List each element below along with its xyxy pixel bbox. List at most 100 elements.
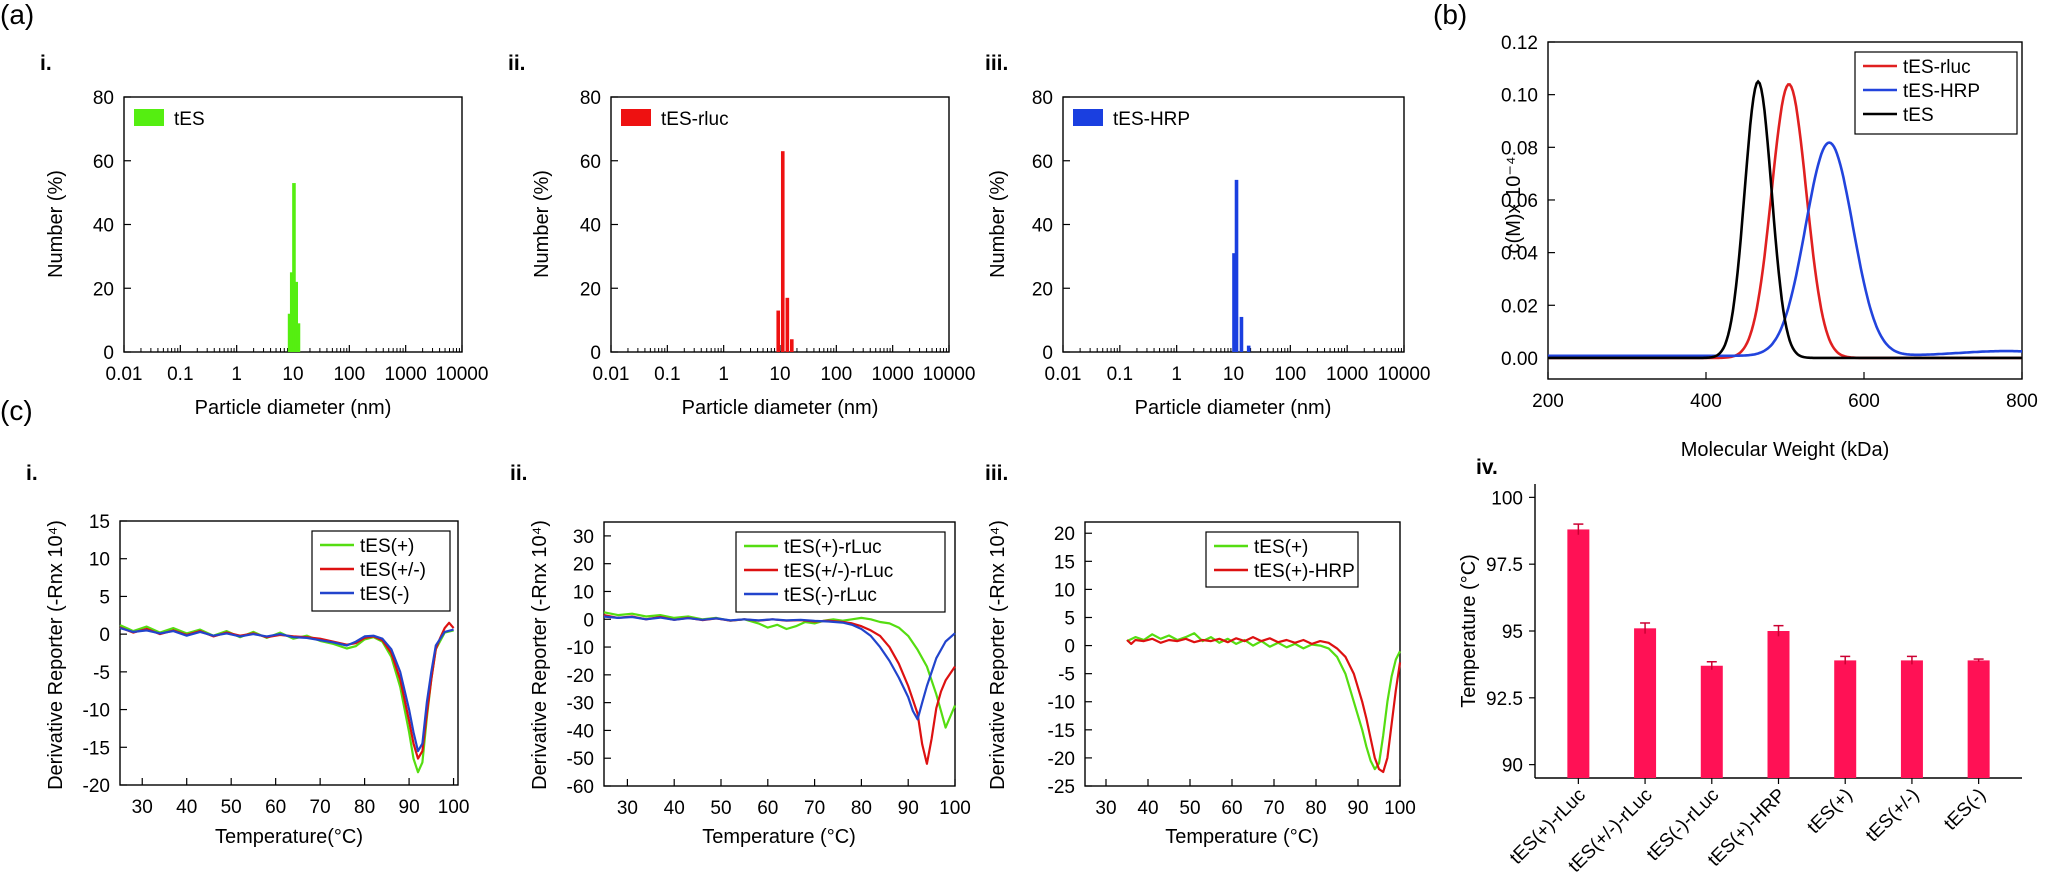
b-legend-label: tES-rluc [1903, 57, 1971, 78]
c-i-xtick-label: 80 [354, 797, 375, 818]
a-iii-legend-label: tES-HRP [1113, 109, 1190, 130]
c-iv-ytick-label: 95 [1502, 622, 1523, 643]
b-legend-label: tES [1903, 105, 1934, 126]
a-i-x-axis-label: Particle diameter (nm) [195, 397, 392, 419]
c-iii-y-axis-label: Derivative Reporter (-Rnx 10⁴) [987, 520, 1009, 790]
c-i-y-axis-label: Derivative Reporter (-Rnx 10⁴) [45, 520, 67, 790]
c-iv-bar [1967, 660, 1990, 778]
c-i-series-tES(+) [119, 624, 454, 774]
a-i-y-axis-label: Number (%) [45, 170, 67, 278]
a-iii-x-axis-label: Particle diameter (nm) [1135, 397, 1332, 419]
b-plot-frame [1547, 41, 2023, 380]
c-ii-xtick-label: 50 [710, 798, 731, 819]
c-iii-xtick-label: 90 [1347, 798, 1368, 819]
c-iii-xtick-label: 30 [1095, 798, 1116, 819]
a-iii-xtick-label: 1000 [1326, 364, 1368, 385]
c-iv-category-label: tES(+) [1803, 785, 1856, 838]
b-y-axis-label: c(M)x 10⁻⁴ [1503, 157, 1525, 254]
a-i-xtick-label: 1 [231, 364, 242, 385]
a-i-bar [296, 323, 301, 352]
panel-letter-a: (a) [0, 0, 34, 30]
c-iv-ytick-label: 97.5 [1486, 555, 1523, 576]
c-i-legend-label: tES(-) [360, 584, 410, 605]
c-i-series-tES(-) [119, 627, 454, 753]
c-iii-x-axis-label: Temperature (°C) [1165, 826, 1319, 848]
a-ii-bar [785, 297, 790, 352]
c-iii-ytick-label: -5 [1058, 665, 1075, 686]
a-iii-legend-swatch [1073, 109, 1103, 126]
c-i-ytick-label: 10 [89, 550, 110, 571]
c-iii-sublabel: iii. [985, 462, 1008, 485]
c-iv-bar [1900, 660, 1923, 778]
c-i-legend-label: tES(+/-) [360, 560, 426, 581]
c-iv-ytick-label: 100 [1491, 488, 1523, 509]
c-iii-xtick-label: 100 [1384, 798, 1416, 819]
c-iii-ytick-label: -10 [1048, 693, 1075, 714]
c-i-xtick-label: 90 [399, 797, 420, 818]
c-i-ytick-label: -15 [83, 738, 110, 759]
a-i-xtick-label: 10000 [436, 364, 489, 385]
b-ytick-label: 0.08 [1501, 138, 1538, 159]
a-ii-xtick-label: 0.01 [593, 364, 630, 385]
c-iv-bar [1634, 628, 1657, 778]
c-ii-plot-frame [603, 521, 956, 787]
a-iii-ytick-label: 80 [1032, 88, 1053, 109]
a-i-ytick-label: 0 [103, 343, 114, 364]
a-iii-ytick-label: 0 [1042, 343, 1053, 364]
a-iii-xtick-label: 10000 [1378, 364, 1431, 385]
a-i-ytick-label: 80 [93, 88, 114, 109]
b-ytick-label: 0.04 [1501, 244, 1538, 265]
b-xtick-label: 400 [1690, 391, 1722, 412]
a-ii-ytick-label: 40 [580, 216, 601, 237]
c-ii-ytick-label: -40 [567, 721, 594, 742]
a-ii-ytick-label: 0 [590, 343, 601, 364]
b-xtick-label: 200 [1532, 391, 1564, 412]
c-iii-ytick-label: 0 [1064, 637, 1075, 658]
a-ii-sublabel: ii. [508, 52, 526, 75]
c-i-ytick-label: -5 [93, 663, 110, 684]
a-ii-xtick-label: 1000 [872, 364, 914, 385]
c-ii-xtick-label: 80 [851, 798, 872, 819]
c-iv-ytick-label: 92.5 [1486, 689, 1523, 710]
a-ii-legend-swatch [621, 109, 651, 126]
c-iii-legend-label: tES(+) [1254, 537, 1308, 558]
c-ii-xtick-label: 100 [939, 798, 971, 819]
c-i-ytick-label: 15 [89, 512, 110, 533]
a-iii-sublabel: iii. [985, 52, 1008, 75]
a-i-xtick-label: 0.01 [106, 364, 143, 385]
a-iii-y-axis-label: Number (%) [987, 170, 1009, 278]
c-ii-x-axis-label: Temperature (°C) [702, 826, 856, 848]
c-ii-ytick-label: 30 [573, 527, 594, 548]
a-ii-bar [790, 339, 794, 352]
c-ii-xtick-label: 70 [804, 798, 825, 819]
c-ii-legend-label: tES(-)-rLuc [784, 585, 877, 606]
c-ii-ytick-label: -20 [567, 666, 594, 687]
a-i-bar [294, 281, 299, 352]
a-i-sublabel: i. [40, 52, 52, 75]
c-ii-legend-label: tES(+/-)-rLuc [784, 561, 893, 582]
c-iii-ytick-label: 5 [1064, 608, 1075, 629]
a-ii-y-axis-label: Number (%) [531, 170, 553, 278]
b-legend-label: tES-HRP [1903, 81, 1980, 102]
c-ii-series-tES(-)-rLuc [603, 615, 956, 721]
c-i-xtick-label: 30 [132, 797, 153, 818]
c-ii-y-axis-label: Derivative Reporter (-Rnx 10⁴) [529, 520, 551, 790]
c-iv-ytick-label: 90 [1502, 756, 1523, 777]
c-iv-category-label: tES(-) [1940, 785, 1990, 835]
a-ii-ytick-label: 20 [580, 279, 601, 300]
c-iii-ytick-label: 20 [1054, 524, 1075, 545]
a-ii-xtick-label: 100 [820, 364, 852, 385]
a-i-legend-label: tES [174, 109, 205, 130]
c-iv-bar [1767, 631, 1790, 778]
c-i-legend-label: tES(+) [360, 536, 414, 557]
c-i-ytick-label: 0 [99, 625, 110, 646]
c-ii-ytick-label: -10 [567, 638, 594, 659]
c-ii-legend-label: tES(+)-rLuc [784, 537, 882, 558]
c-iii-series-tES(+) [1126, 632, 1401, 771]
a-iii-bar [1239, 316, 1244, 352]
c-iv-y-axis-label: Temperature (°C) [1458, 554, 1480, 708]
c-i-sublabel: i. [26, 462, 38, 485]
c-iii-plot-frame [1084, 521, 1401, 787]
c-i-xtick-label: 70 [310, 797, 331, 818]
